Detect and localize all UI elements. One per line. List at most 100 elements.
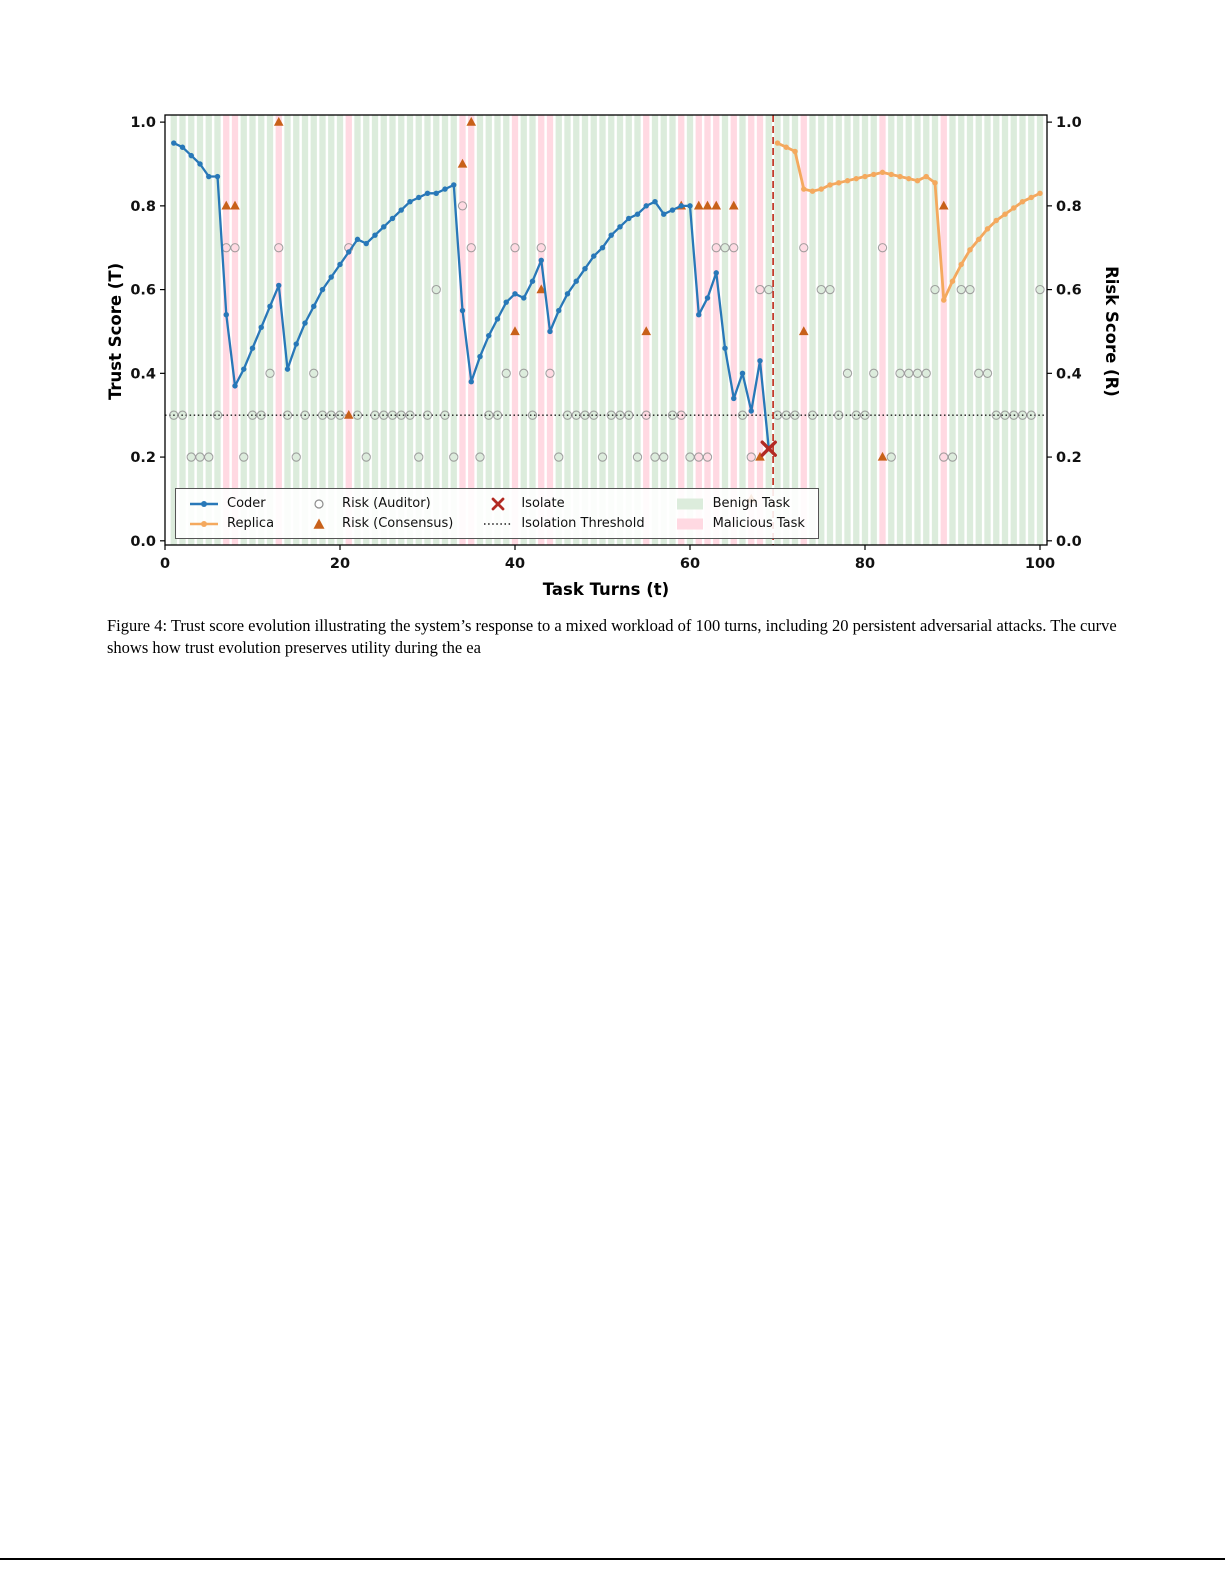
coder-point-marker [529, 278, 536, 284]
benign-task-band [844, 115, 851, 545]
coder-point-marker [678, 203, 684, 209]
risk-auditor-marker [492, 410, 503, 420]
legend-item-replica: Replica [189, 516, 274, 531]
replica-point-marker [923, 173, 929, 180]
replica-point-marker [984, 226, 991, 232]
risk-auditor-marker [212, 410, 223, 420]
benign-task-band [870, 115, 877, 545]
coder-point-marker [704, 295, 711, 301]
benign-task-band [573, 115, 580, 545]
coder-point-marker [722, 345, 728, 351]
coder-point-marker [652, 198, 658, 205]
benign-task-band [249, 115, 256, 545]
coder-point-marker [599, 245, 606, 251]
benign-task-band [791, 115, 799, 545]
replica-point-marker [949, 278, 956, 284]
risk-auditor-marker [352, 410, 363, 420]
coder-point-marker [731, 395, 737, 402]
risk-auditor-marker [869, 368, 879, 378]
benign-task-band [424, 115, 431, 545]
risk-auditor-marker [921, 368, 931, 378]
risk-auditor-marker [466, 243, 476, 253]
coder-point-marker [661, 211, 667, 217]
replica-point-marker [801, 186, 807, 192]
coder-point-marker [617, 224, 623, 230]
coder-point-marker [241, 366, 247, 372]
benign-task-band [179, 115, 186, 545]
x-axis-title: Task Turns (t) [543, 580, 669, 599]
benign-task-band [406, 115, 414, 545]
risk-consensus-marker [938, 200, 949, 210]
coder-point-marker [311, 303, 317, 310]
risk-auditor-marker [274, 243, 284, 253]
legend-circle-icon [314, 498, 324, 509]
risk-auditor-marker [405, 410, 415, 420]
benign-task-band [826, 115, 834, 545]
benign-task-band [739, 115, 746, 545]
risk-auditor-marker [335, 410, 345, 420]
y-tick-label-right: 1.0 [1056, 115, 1082, 131]
replica-point-marker [783, 144, 789, 150]
risk-auditor-marker [510, 243, 520, 253]
risk-auditor-marker [527, 410, 538, 420]
y-tick-label-left: 0.0 [130, 534, 156, 550]
replica-point-marker [906, 175, 912, 182]
replica-point-marker [967, 247, 973, 253]
malicious-task-band [468, 115, 475, 545]
benign-task-band [363, 115, 370, 545]
coder-point-marker [354, 236, 361, 243]
benign-task-band [494, 115, 501, 545]
coder-point-marker [512, 291, 518, 297]
coder-point-marker [757, 358, 763, 364]
coder-point-marker [494, 316, 501, 322]
malicious-task-band [345, 115, 352, 545]
coder-point-marker [442, 186, 448, 192]
y-tick-label-right: 0.8 [1056, 199, 1082, 215]
risk-auditor-marker [1035, 284, 1045, 295]
coder-point-marker [626, 215, 632, 222]
risk-consensus-marker [728, 200, 739, 210]
legend-patch-icon [676, 518, 703, 529]
legend-item-isolation-threshold: Isolation Threshold [483, 516, 645, 531]
risk-auditor-marker [982, 368, 993, 378]
y-tick-label-left: 0.8 [130, 199, 156, 215]
risk-auditor-marker [764, 284, 774, 295]
risk-auditor-marker [449, 452, 459, 462]
malicious-task-band [940, 115, 947, 545]
risk-auditor-marker [746, 452, 756, 462]
benign-task-band [581, 115, 589, 545]
risk-auditor-marker [965, 284, 975, 295]
risk-auditor-marker [807, 410, 818, 420]
replica-point-marker [1028, 194, 1034, 201]
trust-chart: 0 20 40 60 80 100 0.0 0.0 0.2 0.2 0.4 0.4 0.6 0.6 0.8 0… [105, 80, 1120, 605]
benign-task-band [818, 115, 825, 545]
coder-point-marker [477, 353, 483, 360]
benign-task-band [608, 115, 615, 545]
benign-task-band [669, 115, 676, 545]
risk-auditor-marker [361, 452, 371, 462]
benign-task-band [310, 115, 317, 545]
axes-frame [164, 114, 1048, 546]
benign-task-band [196, 115, 204, 545]
coder-point-marker [696, 312, 702, 318]
benign-task-band [660, 115, 667, 545]
benign-task-band [415, 115, 422, 545]
benign-task-band [188, 115, 195, 545]
coder-point-marker [748, 408, 754, 414]
risk-auditor-marker [422, 410, 433, 420]
coder-point-marker [538, 257, 544, 263]
risk-auditor-marker [589, 410, 599, 420]
benign-task-band [214, 115, 221, 545]
coder-point-marker [608, 232, 614, 238]
benign-task-band [931, 115, 939, 545]
risk-auditor-marker [702, 452, 713, 462]
malicious-task-band [459, 115, 466, 545]
benign-task-band [914, 115, 921, 545]
y-tick-label-right: 0.2 [1056, 450, 1082, 466]
y-axis-title-left: Trust Score (T) [106, 263, 125, 400]
benign-task-band [949, 115, 956, 545]
legend-label: Isolation Threshold [521, 516, 645, 531]
risk-auditor-marker [291, 452, 301, 462]
risk-auditor-marker [632, 452, 643, 462]
benign-task-band [529, 115, 536, 545]
